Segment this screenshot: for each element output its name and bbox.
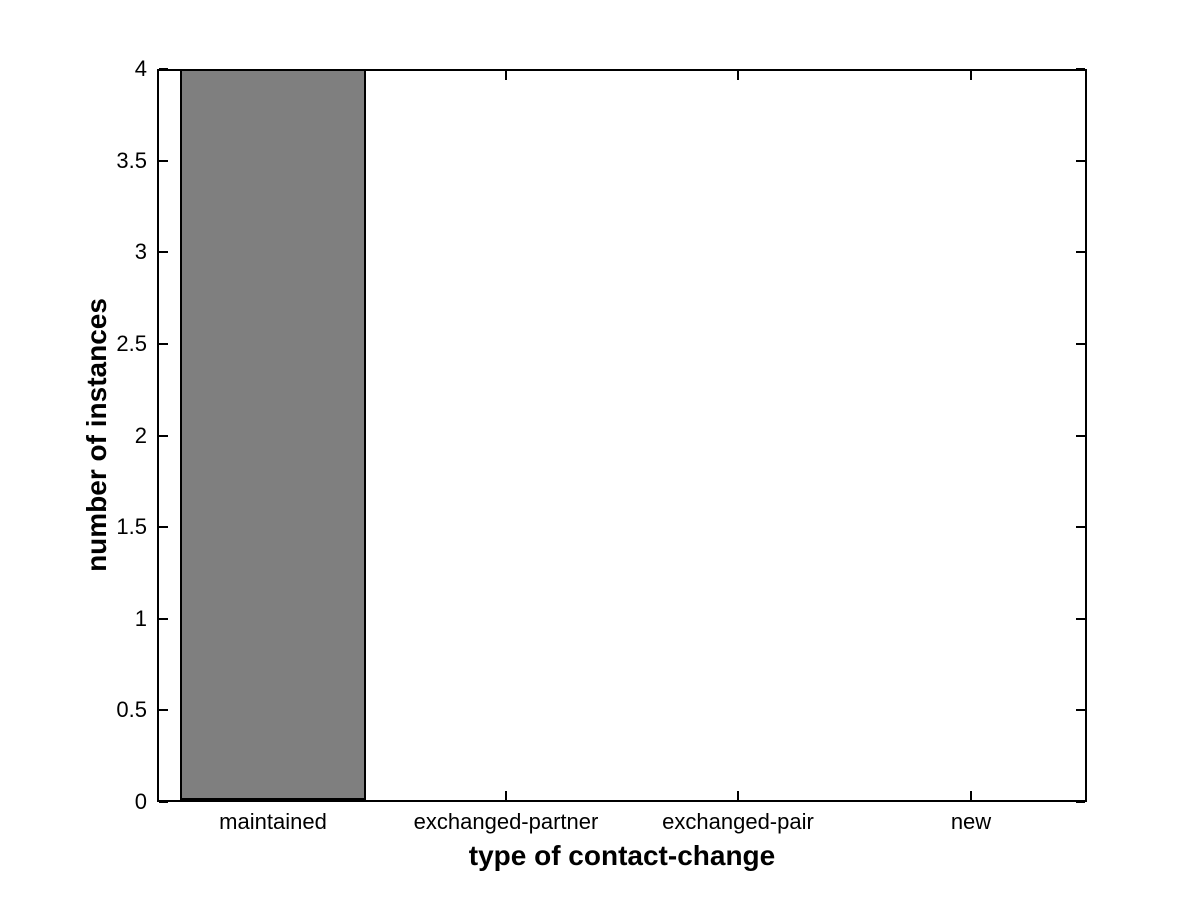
y-tick-right [1076,709,1085,711]
x-tick-label-maintained: maintained [219,809,327,834]
y-tick-right [1076,618,1085,620]
y-tick-left [159,343,168,345]
x-tick-top [505,71,507,80]
y-tick-right [1076,160,1085,162]
y-tick-left [159,709,168,711]
y-tick-label: 2.5 [116,331,147,356]
x-tick-label-exchanged-partner: exchanged-partner [413,809,599,834]
y-tick-left [159,68,168,70]
y-tick-right [1076,343,1085,345]
y-tick-left [159,526,168,528]
y-tick-right [1076,68,1085,70]
y-tick-label: 4 [134,56,147,81]
y-tick-label: 0.5 [116,697,147,722]
x-tick-bottom [737,791,739,800]
y-tick-label: 3.5 [116,148,147,173]
x-tick-bottom [970,791,972,800]
y-tick-label: 0 [134,789,147,814]
y-tick-left [159,251,168,253]
y-tick-left [159,435,168,437]
plot-area [157,68,1087,803]
y-tick-right [1076,435,1085,437]
x-tick-label-exchanged-pair: exchanged-pair [662,809,814,834]
y-tick-label: 3 [134,239,147,264]
x-tick-bottom [505,791,507,800]
x-tick-top [970,71,972,80]
y-tick-left [159,160,168,162]
y-tick-right [1076,801,1085,803]
y-tick-right [1076,526,1085,528]
y-tick-label: 1.5 [116,514,147,539]
x-tick-label-new: new [950,809,992,834]
y-tick-left [159,618,168,620]
y-tick-label: 1 [134,606,147,631]
y-tick-right [1076,251,1085,253]
x-tick-top [737,71,739,80]
x-axis-label: type of contact-change [468,840,776,871]
y-tick-label: 2 [134,423,147,448]
bar-maintained [180,69,366,800]
y-tick-left [159,801,168,803]
